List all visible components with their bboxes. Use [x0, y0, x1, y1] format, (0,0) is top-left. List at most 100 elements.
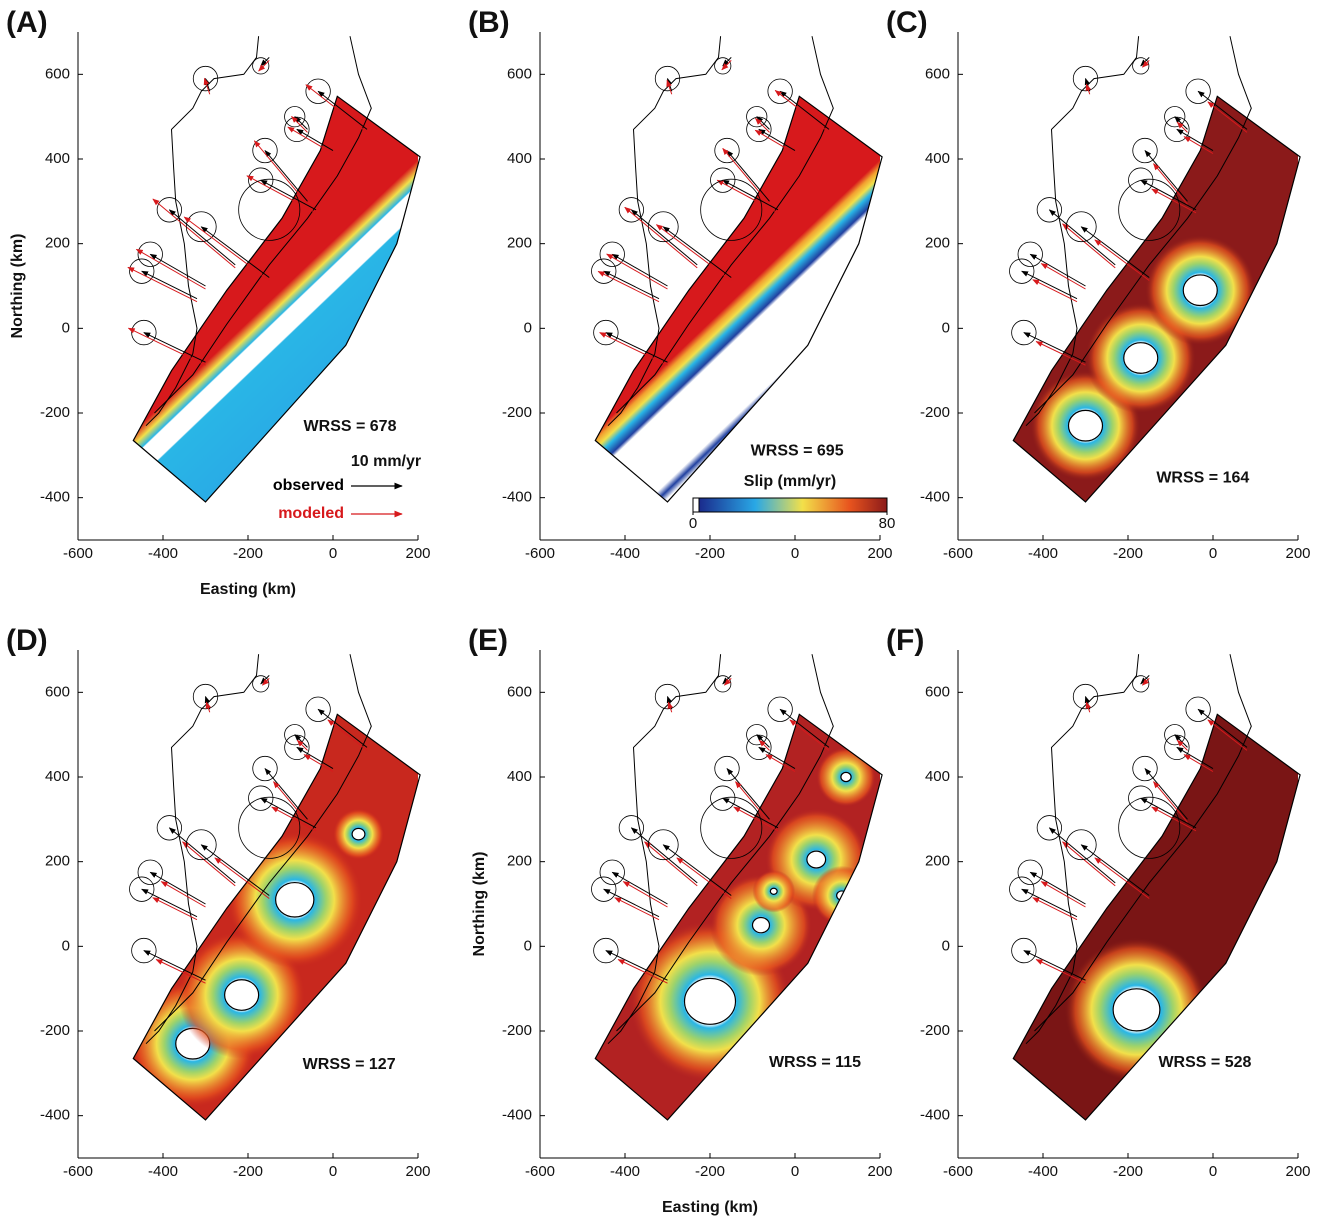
error-ellipse: [185, 211, 217, 243]
coastline: [1034, 36, 1252, 414]
observed-arrow: [264, 149, 308, 202]
modeled-arrow: [1141, 678, 1150, 686]
observed-arrow: [168, 827, 236, 884]
modeled-arrow: [152, 198, 236, 269]
observed-arrow: [630, 209, 698, 266]
error-ellipse: [1072, 683, 1099, 710]
modeled-arrow: [1040, 881, 1086, 908]
observed-arrow: [1197, 708, 1248, 748]
observed-arrow: [141, 888, 198, 918]
slip-hole: [751, 916, 771, 934]
modeled-arrow: [287, 126, 334, 154]
error-ellipse: [654, 683, 681, 710]
modeled-arrow: [1207, 719, 1248, 751]
panel: -400 -200 0 200 400 600 -600 -400 -200 0 200 (E) Eas…: [468, 624, 893, 1216]
error-ellipse: [1132, 755, 1158, 782]
y-tick-label: 400: [507, 768, 532, 785]
slip-patch: [595, 96, 880, 502]
modeled-arrow: [765, 754, 796, 772]
observed-arrow: [1140, 179, 1197, 211]
panel-label: (D): [6, 624, 48, 657]
observed-arrow: [722, 797, 779, 829]
panel: -400 -200 0 200 400 600 -600 -400 -200 0 200 (A) Eas…: [6, 6, 431, 598]
error-ellipse: [1009, 258, 1035, 284]
error-ellipse: [700, 796, 763, 859]
x-tick-label: 200: [1285, 1163, 1310, 1180]
error-ellipse: [192, 683, 219, 710]
annotation: WRSS = 164: [1156, 469, 1249, 486]
coastline: [616, 654, 834, 1032]
observed-arrow: [1197, 90, 1248, 130]
x-tick-label: 200: [867, 545, 892, 562]
fault-outline: [132, 713, 421, 1121]
observed-arrow: [1080, 844, 1150, 896]
x-tick-label: 200: [1285, 545, 1310, 562]
y-tick-label: 600: [45, 683, 70, 700]
observed-arrow: [317, 708, 368, 748]
slip-hole: [806, 850, 827, 869]
observed-arrow: [611, 253, 668, 287]
error-ellipse: [238, 796, 301, 859]
observed-arrow: [260, 179, 317, 211]
observed-arrow: [630, 827, 698, 884]
modeled-arrow: [253, 140, 308, 205]
observed-arrow: [603, 270, 660, 300]
modeled-arrow: [1183, 754, 1214, 772]
y-tick-label: -400: [920, 1107, 950, 1124]
error-ellipse: [591, 258, 617, 284]
observed-arrow: [1023, 950, 1086, 981]
observed-arrow: [1176, 128, 1214, 151]
x-tick-label: -200: [1113, 545, 1143, 562]
observed-arrow: [294, 734, 308, 748]
error-ellipse: [593, 937, 619, 964]
modeled-arrow: [135, 248, 206, 290]
y-tick-label: 0: [524, 937, 532, 954]
observed-arrow: [726, 149, 770, 202]
coastline: [616, 36, 834, 414]
error-ellipse: [1017, 241, 1043, 267]
observed-arrow: [296, 128, 334, 151]
x-tick-label: -200: [233, 1163, 263, 1180]
coastline: [145, 654, 260, 1045]
observed-arrow: [1174, 734, 1188, 748]
y-tick-label: 600: [45, 65, 70, 82]
slip-hole: [1123, 342, 1159, 374]
error-ellipse: [618, 815, 645, 841]
y-tick-label: 0: [942, 319, 950, 336]
modeled-arrow: [1040, 263, 1086, 290]
modeled-arrow: [721, 60, 732, 71]
fault-outline: [132, 95, 421, 503]
modeled-arrow: [644, 841, 698, 887]
y-axis-label: Northing (km): [471, 852, 488, 957]
error-ellipse: [1072, 65, 1099, 92]
error-ellipse: [1164, 724, 1186, 746]
error-ellipse: [248, 785, 274, 811]
observed-arrow: [605, 332, 668, 363]
modeled-arrow: [723, 678, 732, 686]
modeled-arrow: [273, 781, 308, 823]
observed-arrow: [662, 844, 732, 896]
y-tick-label: 0: [62, 319, 70, 336]
error-ellipse: [252, 755, 278, 782]
coastline: [1025, 654, 1140, 1045]
modeled-arrow: [1183, 136, 1214, 154]
modeled-arrow: [1062, 841, 1116, 887]
x-tick-label: -400: [1028, 545, 1058, 562]
observed-arrow: [611, 871, 668, 905]
annotation: WRSS = 528: [1158, 1054, 1251, 1071]
observed-arrow: [143, 332, 206, 363]
y-tick-label: 0: [942, 937, 950, 954]
error-ellipse: [700, 178, 763, 241]
error-ellipse: [1128, 785, 1154, 811]
y-tick-label: -400: [920, 489, 950, 506]
x-tick-label: -200: [1113, 1163, 1143, 1180]
modeled-arrow: [676, 857, 732, 899]
error-ellipse: [1036, 815, 1063, 841]
panel: -400 -200 0 200 400 600 -600 -400 -200 0 200 (F) WRS…: [886, 624, 1311, 1180]
error-ellipse: [654, 65, 681, 92]
x-tick-label: 0: [791, 545, 799, 562]
y-tick-label: -400: [502, 1107, 532, 1124]
modeled-arrow: [127, 266, 198, 303]
modeled-arrow: [735, 781, 770, 823]
modeled-arrow: [1032, 897, 1078, 921]
